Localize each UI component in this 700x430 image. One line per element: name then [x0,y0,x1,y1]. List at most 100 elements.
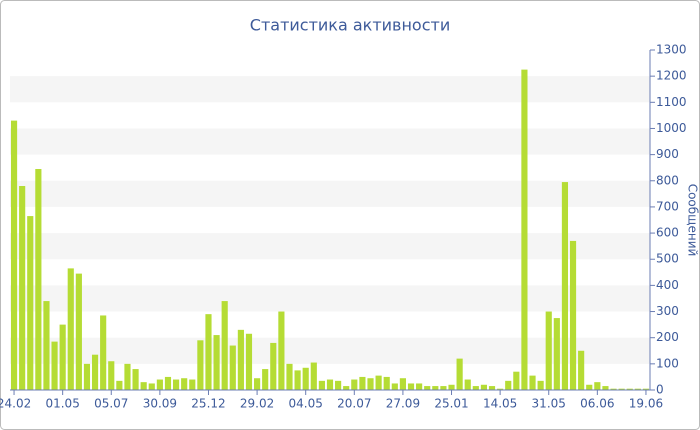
bar [91,354,99,390]
bar [140,382,147,390]
bar [27,216,34,390]
x-tick-label: 04.05 [289,397,323,411]
bar [59,324,66,390]
y-tick-label: 700 [656,199,679,213]
bar [359,376,366,390]
bar [610,388,617,390]
bar [456,358,463,390]
y-tick-label: 1000 [656,121,687,135]
bar [578,350,585,390]
bar [351,379,358,390]
bar [480,384,488,390]
x-tick-label: 24.02 [0,397,31,411]
y-tick-label: 100 [656,356,679,370]
bar [440,386,447,390]
x-tick-label: 14.05 [483,397,517,411]
bar [553,318,560,390]
bar [83,363,91,390]
x-tick-label: 29.02 [240,397,274,411]
bar [116,380,123,390]
x-tick-label: 05.07 [94,397,128,411]
bar [278,311,285,390]
x-tick-label: 01.05 [45,397,79,411]
bar [642,388,650,390]
bar [343,386,350,390]
bar [326,379,334,390]
bar [505,380,512,390]
bar [270,342,277,390]
bar [537,380,544,390]
bar [569,240,577,390]
x-tick-label: 27.09 [386,397,420,411]
bar [521,69,528,390]
bar [172,379,180,390]
bar [189,379,196,390]
bar [164,376,172,390]
bar [529,375,536,390]
x-tick-label: 25.12 [191,397,225,411]
y-tick-label: 900 [656,147,679,161]
bar [108,361,115,390]
bar [302,367,309,390]
bar [602,386,609,390]
y-tick-label: 1100 [656,95,687,109]
bar [464,379,471,390]
bar [286,363,293,390]
bar [335,380,342,390]
grid-band [10,285,650,312]
bar [67,268,74,390]
x-tick-label: 06.06 [580,397,614,411]
bar [294,370,301,390]
y-tick-label: 500 [656,252,679,266]
bar [35,169,42,390]
bar [634,388,641,390]
bar [262,369,269,390]
grid-band [10,337,650,364]
bar [626,388,633,390]
bar [416,383,423,390]
bar [513,371,520,390]
bar [367,378,374,390]
bar [75,273,82,390]
bar [221,301,228,390]
bar [254,378,261,390]
bar [124,363,131,390]
y-axis-title: Сообщений [686,184,700,257]
bar [100,315,107,390]
bar [497,388,504,390]
bar [310,362,317,390]
bar [488,386,496,390]
bar [586,384,593,390]
bar [472,386,479,390]
y-tick-label: 200 [656,330,679,344]
x-tick-label: 25.01 [434,397,468,411]
bar [181,378,188,390]
bar [245,333,253,390]
bar [51,341,58,390]
bar [213,335,220,390]
y-tick-label: 1200 [656,69,687,83]
y-tick-label: 0 [656,383,664,397]
y-tick-label: 600 [656,226,679,240]
bar [561,182,569,390]
bar [10,120,18,390]
bar [205,314,212,390]
bar [618,388,625,390]
bar [432,386,439,390]
bar [375,375,382,390]
y-tick-label: 1300 [656,43,687,57]
bar [197,340,204,390]
grid-band [10,128,650,155]
y-tick-label: 400 [656,278,679,292]
x-tick-label: 31.05 [532,397,566,411]
bar [229,345,236,390]
bar [318,380,325,390]
bar [383,376,390,390]
bar [43,301,50,390]
bar [132,369,139,390]
bar [156,379,163,390]
chart-title: Статистика активности [250,16,450,35]
bar [594,382,601,390]
grid-band [10,233,650,260]
grid-band [10,180,650,207]
